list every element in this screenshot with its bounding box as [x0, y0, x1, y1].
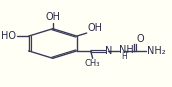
Text: O: O [137, 33, 144, 44]
Text: OH: OH [45, 12, 60, 22]
Text: H: H [121, 52, 127, 61]
Text: NH₂: NH₂ [147, 46, 165, 56]
Text: N: N [105, 46, 112, 56]
Text: NH: NH [119, 45, 134, 55]
Text: HO: HO [1, 31, 17, 41]
Text: CH₃: CH₃ [85, 59, 100, 68]
Text: OH: OH [88, 23, 103, 33]
